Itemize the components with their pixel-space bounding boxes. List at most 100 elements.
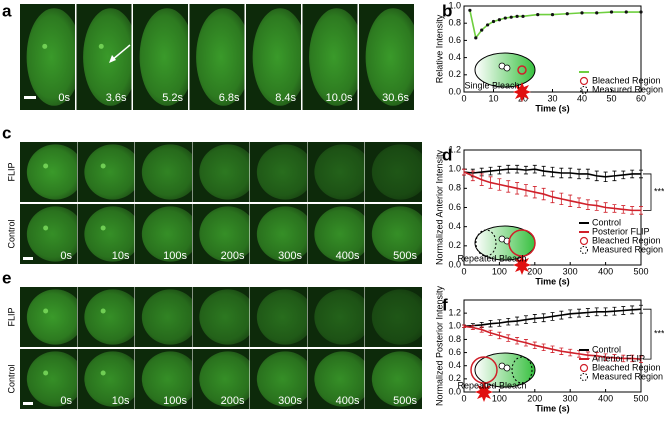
error-bar: [612, 306, 617, 316]
error-bar: [559, 310, 564, 320]
embryo: [199, 144, 250, 200]
legend-label: Posterior FLIP: [592, 226, 650, 236]
point: [565, 12, 569, 16]
point: [550, 12, 555, 17]
y-tick-label: 0.2: [448, 240, 461, 250]
x-tick-label: 40: [577, 93, 587, 103]
inset-measured-region: [475, 229, 497, 257]
x-tick-label: 60: [636, 93, 646, 103]
significance-label: ***: [654, 187, 664, 197]
error-bar: [532, 341, 537, 350]
embryo: [26, 351, 77, 407]
error-bar: [488, 176, 493, 189]
point: [480, 28, 484, 32]
error-bar: [594, 307, 599, 317]
spot: [42, 43, 48, 49]
legend-bleached-label: Bleached Region: [592, 362, 661, 372]
error-bar: [488, 319, 493, 328]
error-bar: [506, 164, 511, 174]
arrow: [111, 44, 131, 61]
error-bar: [523, 339, 528, 347]
time-label: 100s: [163, 395, 187, 407]
point: [521, 14, 525, 18]
point: [486, 23, 490, 27]
spot: [98, 43, 104, 49]
point: [468, 8, 472, 12]
error-bar: [577, 168, 582, 180]
spot: [100, 163, 106, 169]
error-bar: [470, 170, 475, 182]
error-bar: [532, 164, 537, 174]
embryo: [256, 289, 307, 345]
embryo: [309, 8, 358, 106]
point: [609, 10, 614, 14]
time-label: 3.6s: [106, 92, 127, 104]
error-bar: [577, 197, 582, 208]
inset-burst: [513, 255, 531, 275]
error-bar: [515, 316, 520, 326]
error-bar: [488, 166, 493, 176]
time-label: 400s: [336, 250, 360, 262]
error-bar: [585, 199, 590, 210]
y-tick-label: 0.8: [448, 18, 461, 28]
error-bar: [550, 190, 555, 204]
y-axis-label: Normalized Anterior Intensity: [434, 149, 444, 265]
y-tick-label: 0.2: [448, 373, 461, 383]
inset-measured-region: [511, 356, 533, 384]
row-label: Control: [6, 364, 16, 393]
embryo: [256, 351, 307, 407]
embryo: [252, 8, 301, 106]
time-label: 300s: [278, 395, 302, 407]
y-tick-label: 1.2: [448, 144, 461, 154]
embryo: [371, 206, 422, 262]
point: [509, 15, 513, 19]
error-bar: [594, 200, 599, 211]
arrow-head: [109, 55, 116, 63]
y-axis-label: Relative Intensity: [434, 14, 444, 83]
inset-burst: [513, 82, 531, 102]
error-bar: [497, 165, 502, 175]
x-axis-label: Time (s): [535, 276, 569, 286]
error-bar: [506, 334, 511, 342]
inset-bleach-label: Repeated Bleach: [457, 380, 526, 390]
embryo: [141, 289, 192, 345]
error-bar: [621, 205, 626, 214]
time-label: 5.2s: [162, 92, 183, 104]
legend-label: Control: [592, 344, 621, 354]
error-bar: [462, 324, 466, 328]
x-tick-label: 500: [633, 266, 648, 276]
y-tick-label: 0.6: [448, 35, 461, 45]
embryo: [256, 206, 307, 262]
y-tick-label: 1.0: [448, 164, 461, 174]
error-bar: [603, 202, 608, 213]
y-tick-label: 0.6: [448, 202, 461, 212]
spot: [43, 308, 49, 314]
panel-letter: d: [442, 145, 452, 164]
error-bar: [523, 184, 528, 197]
embryo: [365, 8, 414, 106]
panel-letter: b: [442, 1, 452, 20]
error-bar: [479, 173, 484, 186]
inset-bleach-label: Single Bleach: [464, 80, 519, 90]
error-bar: [479, 326, 484, 333]
error-bar: [523, 315, 528, 325]
panel-letter: f: [442, 295, 448, 314]
inset-bleach-label: Repeated Bleach: [457, 253, 526, 263]
embryo: [84, 206, 135, 262]
time-label: 10.0s: [326, 92, 353, 104]
time-label: 500s: [393, 250, 417, 262]
panel-letter: e: [2, 268, 11, 287]
point: [536, 12, 540, 17]
error-bar: [594, 170, 599, 182]
inset-bleach-region: [517, 65, 527, 75]
error-bar: [550, 312, 555, 321]
embryo: [84, 351, 135, 407]
inset-nucleus: [503, 364, 511, 372]
time-label: 400s: [336, 395, 360, 407]
point: [580, 11, 584, 15]
legend-measured-label: Measured Region: [592, 371, 663, 381]
error-bar: [497, 319, 502, 327]
y-tick-label: 0.8: [448, 334, 461, 344]
embryo: [314, 351, 365, 407]
